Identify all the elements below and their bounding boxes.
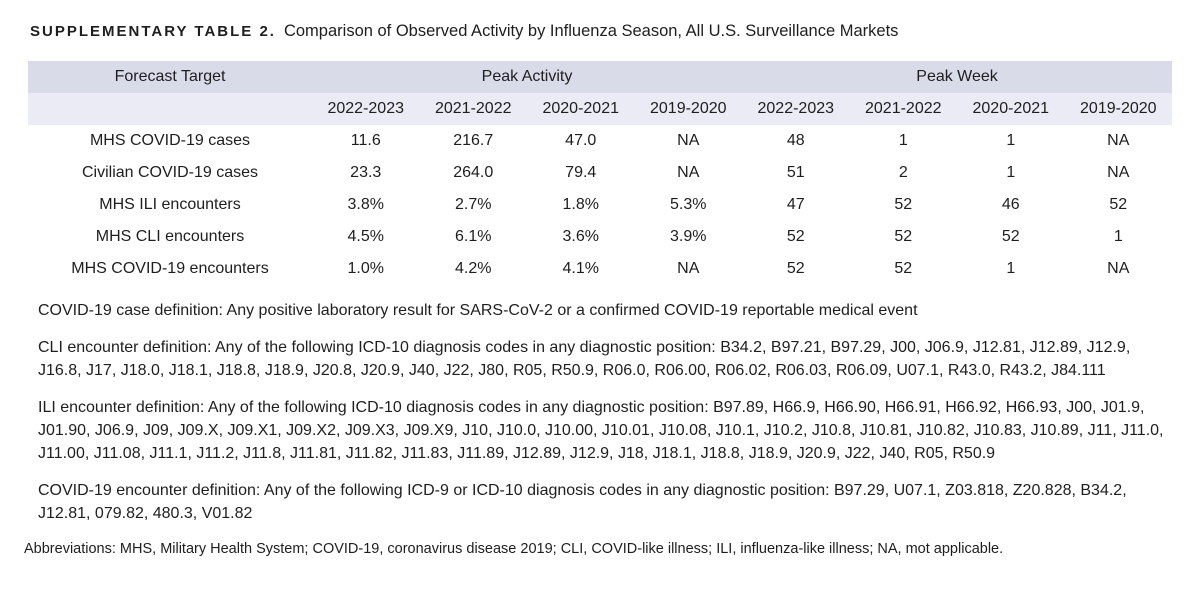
- page-title: SUPPLEMENTARY TABLE 2. Comparison of Obse…: [30, 22, 1172, 41]
- season-column-header: 2019-2020: [1064, 93, 1173, 125]
- cell: 1: [898, 132, 908, 149]
- supplementary-table: Forecast Target Peak Activity Peak Week …: [28, 61, 1173, 285]
- season-header-row: 2022-2023 2021-2022 2020-2021 2019-2020 …: [28, 93, 1173, 125]
- column-group-peak-activity: Peak Activity: [312, 61, 743, 93]
- cell: 1: [1006, 164, 1016, 181]
- cell: NA: [677, 132, 700, 149]
- cell: 51: [786, 164, 805, 181]
- season-column-header: 2019-2020: [634, 93, 743, 125]
- season-column-header: 2021-2022: [419, 93, 527, 125]
- row-label: MHS CLI encounters: [95, 228, 245, 245]
- season-column-header: 2022-2023: [742, 93, 850, 125]
- cell: 47.0: [565, 132, 597, 149]
- table-number-label: SUPPLEMENTARY TABLE 2.: [30, 23, 276, 40]
- season-column-header: 2021-2022: [849, 93, 958, 125]
- row-label: MHS ILI encounters: [99, 196, 241, 213]
- cell: 1: [1113, 228, 1123, 245]
- column-group-peak-week: Peak Week: [742, 61, 1173, 93]
- table-row: MHS ILI encounters 3.8% 2.7% 1.8% 5.3% 4…: [28, 189, 1172, 221]
- cell: 2: [898, 164, 908, 181]
- cell: 264.0: [453, 164, 494, 181]
- season-column-header: 2020-2021: [527, 93, 635, 125]
- group-header-row: Forecast Target Peak Activity Peak Week: [28, 61, 1173, 93]
- row-label: Civilian COVID-19 cases: [81, 164, 259, 181]
- row-label: MHS COVID-19 encounters: [71, 260, 269, 277]
- corner-header-forecast-target: Forecast Target: [28, 61, 312, 93]
- cell: 4.1%: [562, 260, 599, 277]
- table-row: MHS COVID-19 encounters 1.0% 4.2% 4.1% N…: [28, 253, 1172, 285]
- cell: 11.6: [350, 132, 381, 149]
- table-caption: Comparison of Observed Activity by Influ…: [283, 22, 899, 40]
- cell: NA: [1107, 132, 1130, 149]
- cell: 52: [894, 228, 913, 245]
- cell: 1.0%: [347, 260, 384, 277]
- cell: 6.1%: [455, 228, 492, 245]
- footnote-cli-encounter-definition: CLI encounter definition: Any of the fol…: [38, 339, 1131, 379]
- cell: NA: [677, 260, 700, 277]
- cell: 46: [1001, 196, 1020, 213]
- cell: NA: [677, 164, 700, 181]
- table-row: MHS CLI encounters 4.5% 6.1% 3.6% 3.9% 5…: [28, 221, 1172, 253]
- footnote-covid-case-definition: COVID-19 case definition: Any positive l…: [38, 302, 918, 319]
- table-row: Civilian COVID-19 cases 23.3 264.0 79.4 …: [28, 157, 1172, 189]
- cell: 79.4: [565, 164, 597, 181]
- cell: 3.6%: [562, 228, 599, 245]
- cell: NA: [1107, 260, 1130, 277]
- row-label: MHS COVID-19 cases: [89, 132, 251, 149]
- cell: 52: [786, 260, 805, 277]
- cell: 4.5%: [347, 228, 384, 245]
- cell: 3.8%: [347, 196, 384, 213]
- table-row: MHS COVID-19 cases 11.6 216.7 47.0 NA 48…: [28, 125, 1172, 157]
- abbreviations-note: Abbreviations: MHS, Military Health Syst…: [24, 541, 1004, 557]
- cell: 1: [1006, 132, 1016, 149]
- cell: 1: [1006, 260, 1016, 277]
- cell: 52: [1001, 228, 1020, 245]
- footnote-ili-encounter-definition: ILI encounter definition: Any of the fol…: [38, 399, 1164, 462]
- cell: 1.8%: [562, 196, 599, 213]
- cell: 5.3%: [670, 196, 707, 213]
- cell: 52: [894, 196, 913, 213]
- cell: 52: [894, 260, 913, 277]
- cell: NA: [1107, 164, 1130, 181]
- season-header-empty: [28, 93, 312, 125]
- cell: 52: [1109, 196, 1128, 213]
- table-footnotes: COVID-19 case definition: Any positive l…: [28, 299, 1172, 525]
- cell: 23.3: [350, 164, 382, 181]
- season-column-header: 2020-2021: [957, 93, 1065, 125]
- footnote-covid-encounter-definition: COVID-19 encounter definition: Any of th…: [38, 482, 1127, 522]
- cell: 47: [786, 196, 805, 213]
- cell: 216.7: [453, 132, 494, 149]
- cell: 3.9%: [670, 228, 707, 245]
- cell: 2.7%: [455, 196, 492, 213]
- cell: 52: [786, 228, 805, 245]
- cell: 48: [786, 132, 805, 149]
- cell: 4.2%: [455, 260, 492, 277]
- season-column-header: 2022-2023: [312, 93, 420, 125]
